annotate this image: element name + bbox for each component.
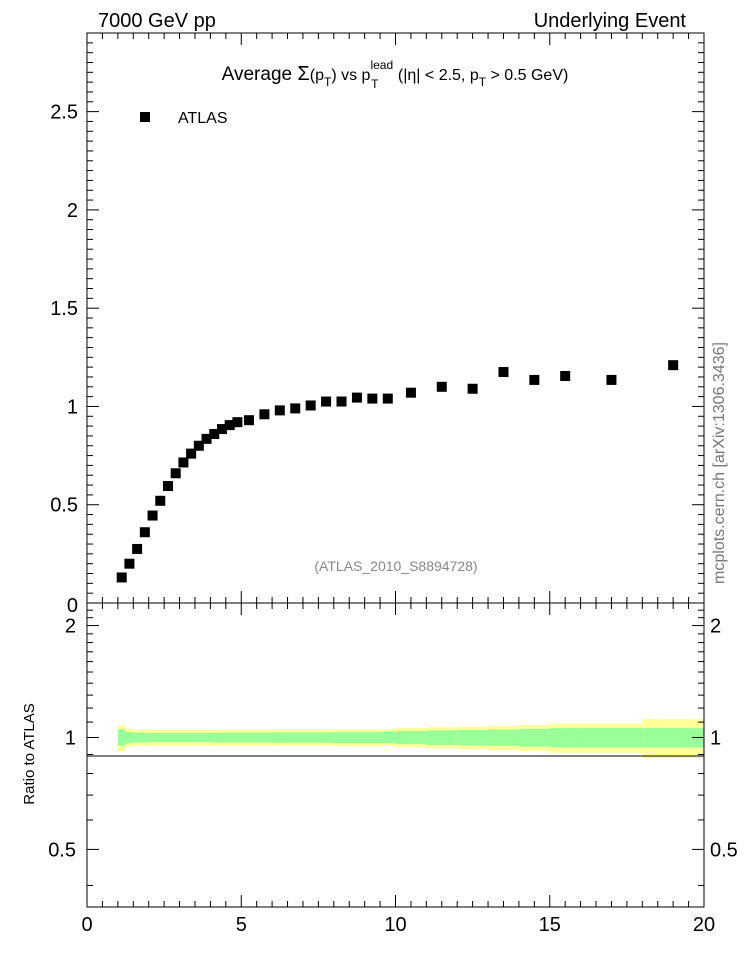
- ratio-y-tick-labels: 0.5 0.5 1 1 2 2: [48, 616, 738, 862]
- ratio-y-tick-label: 2: [65, 616, 76, 638]
- title-sub3: T: [479, 75, 487, 89]
- inner-uncertainty-band: [580, 728, 643, 748]
- data-point: [162, 481, 173, 492]
- x-tick-labels: 0 5 10 15 20: [81, 914, 715, 936]
- main-panel: 0.511.522.5 0 Average Σ(pT) vs plead T (|…: [50, 32, 705, 617]
- main-y-tick-label: 0.5: [50, 495, 78, 517]
- x-tick-label: 15: [539, 914, 561, 936]
- data-point: [116, 572, 127, 583]
- data-point: [351, 392, 362, 403]
- ratio-axis-ticks: [86, 603, 705, 907]
- uncertainty-bands: [117, 719, 704, 759]
- main-y-tick-label: 1.5: [50, 298, 78, 320]
- legend: ATLAS: [140, 110, 228, 127]
- header-right: Underlying Event: [534, 10, 687, 32]
- ratio-panel: 0.5 0.5 1 1 2 2 0 5 10 15 20 Ratio to ATLAS: [21, 602, 738, 936]
- ratio-y-tick-label: 0.5: [48, 839, 76, 861]
- data-point: [321, 396, 332, 407]
- side-label: mcplots.cern.ch [arXiv:1306.3436]: [711, 342, 728, 584]
- ratio-y-tick-label-right: 1: [710, 727, 721, 749]
- inner-uncertainty-band: [117, 729, 126, 746]
- inner-uncertainty-band: [426, 730, 458, 745]
- inner-uncertainty-band: [549, 728, 581, 748]
- ratio-y-tick-label-right: 0.5: [710, 839, 738, 861]
- inner-uncertainty-band: [457, 729, 489, 746]
- data-point: [178, 457, 189, 468]
- data-point: [209, 428, 220, 439]
- title-sub2: T: [371, 77, 379, 91]
- data-point: [232, 417, 243, 428]
- title-sigma: Σ: [297, 63, 309, 85]
- data-point: [186, 448, 197, 459]
- analysis-id: (ATLAS_2010_S8894728): [314, 558, 477, 574]
- data-points: [116, 360, 679, 583]
- main-y-tick-labels: 0.5 1 1.5 2 2.5: [50, 102, 78, 517]
- data-point: [290, 403, 301, 414]
- chart-title: Average Σ(pT) vs plead T (|η| < 2.5, pT >…: [222, 58, 569, 91]
- data-point: [132, 543, 143, 554]
- data-point: [436, 381, 447, 392]
- data-point: [216, 424, 227, 435]
- data-point: [193, 440, 204, 451]
- data-point: [606, 374, 617, 385]
- data-point: [124, 558, 135, 569]
- title-part3: (|η| < 2.5, p: [393, 67, 478, 84]
- data-point: [224, 420, 235, 431]
- data-point: [274, 405, 285, 416]
- ratio-y-axis-label: Ratio to ATLAS: [21, 703, 38, 804]
- header-left: 7000 GeV pp: [98, 10, 216, 32]
- data-point: [243, 415, 254, 426]
- main-axis-ticks: [86, 32, 705, 604]
- title-sub1: T: [324, 75, 332, 89]
- x-tick-label: 0: [81, 914, 92, 936]
- ratio-y-tick-label-right: 2: [710, 616, 721, 638]
- title-part4: > 0.5 GeV): [486, 67, 568, 84]
- x-tick-label: 10: [384, 914, 406, 936]
- title-part1: (p: [310, 67, 324, 84]
- x-tick-label: 5: [236, 914, 247, 936]
- title-part2: ) vs p: [331, 67, 370, 84]
- data-point: [560, 370, 571, 381]
- inner-uncertainty-band: [148, 733, 211, 743]
- data-point: [367, 393, 378, 404]
- ratio-y-tick-label: 1: [65, 727, 76, 749]
- data-point: [498, 367, 509, 378]
- main-y-tick-label: 1: [67, 396, 78, 418]
- data-point: [467, 383, 478, 394]
- data-point: [155, 495, 166, 506]
- inner-uncertainty-band: [125, 731, 134, 744]
- data-point: [305, 400, 316, 411]
- data-point: [405, 387, 416, 398]
- inner-uncertainty-band: [133, 732, 149, 743]
- title-sup: lead: [370, 58, 393, 72]
- x-tick-label: 20: [693, 914, 715, 936]
- inner-uncertainty-band: [642, 728, 704, 748]
- main-y-tick-label: 2.5: [50, 102, 78, 124]
- legend-marker: [140, 112, 150, 122]
- data-point: [259, 409, 270, 420]
- title-prefix: Average: [222, 64, 298, 85]
- data-point: [336, 396, 347, 407]
- main-bottom-tick-label: 0: [67, 595, 78, 617]
- inner-uncertainty-band: [518, 728, 550, 747]
- inner-uncertainty-band: [333, 731, 396, 744]
- main-y-tick-label: 2: [67, 200, 78, 222]
- data-point: [201, 433, 212, 444]
- data-point: [139, 527, 150, 538]
- inner-uncertainty-band: [272, 732, 334, 743]
- data-point: [147, 510, 158, 521]
- inner-uncertainty-band: [488, 729, 519, 746]
- data-point: [668, 360, 679, 371]
- inner-uncertainty-band: [210, 732, 273, 743]
- inner-uncertainty-band: [395, 731, 427, 745]
- legend-label: ATLAS: [178, 110, 228, 127]
- data-point: [529, 374, 540, 385]
- ratio-frame: [86, 602, 705, 908]
- data-point: [170, 468, 181, 479]
- data-point: [382, 393, 393, 404]
